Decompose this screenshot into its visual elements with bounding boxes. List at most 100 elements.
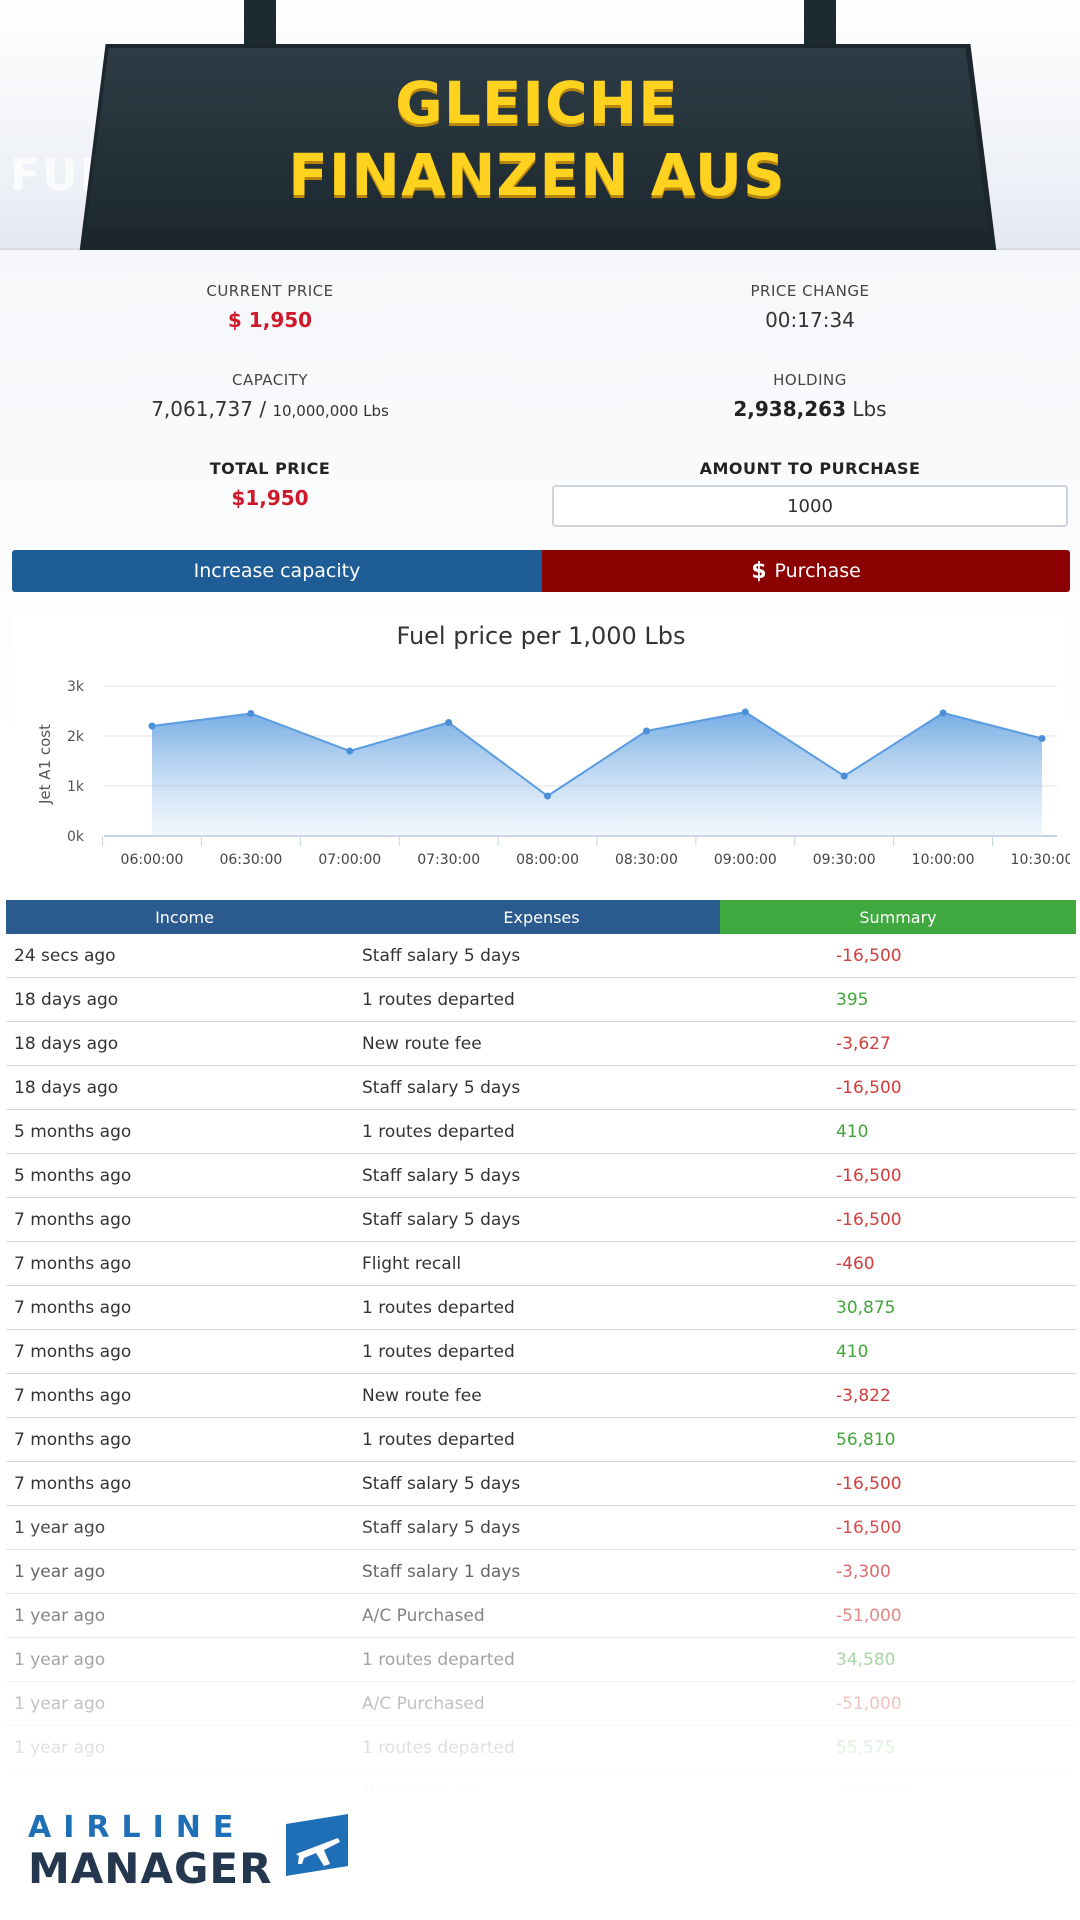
current-price-value: $ 1,950 <box>227 308 313 332</box>
chart-y-tick-label: 3k <box>67 679 85 695</box>
total-price-value: $1,950 <box>231 486 309 510</box>
airplane-icon <box>286 1814 348 1876</box>
chart-x-tick-label: 08:30:00 <box>615 852 678 868</box>
current-price-label: CURRENT PRICE <box>206 282 334 300</box>
purchase-label: Purchase <box>774 560 861 582</box>
amount-label: AMOUNT TO PURCHASE <box>699 459 921 478</box>
row-time: 24 secs ago <box>14 945 116 966</box>
row-time: 7 months ago <box>14 1209 132 1230</box>
row-time: 18 days ago <box>14 989 119 1010</box>
tab-income[interactable]: Income <box>6 900 363 934</box>
chart-y-tick-label: 0k <box>67 829 85 845</box>
row-time: 1 year ago <box>14 1605 106 1626</box>
chart-data-point[interactable] <box>642 727 650 735</box>
chart-data-point[interactable] <box>247 710 255 717</box>
row-time: 1 year ago <box>14 1649 106 1670</box>
tab-expenses[interactable]: Expenses <box>363 900 720 934</box>
table-row: 7 months ago 1 routes departed 410 <box>6 1330 1076 1374</box>
total-price-stat: TOTAL PRICE $1,950 <box>0 459 540 510</box>
total-price-label: TOTAL PRICE <box>209 459 331 478</box>
banner-sign: GLEICHE FINANZEN AUS <box>86 48 988 230</box>
logo-line-1: AIRLINE <box>28 1810 246 1845</box>
price-change-stat: PRICE CHANGE 00:17:34 <box>540 282 1080 332</box>
chart-x-tick-label: 06:30:00 <box>219 852 282 868</box>
row-amount: -16,500 <box>836 1209 902 1230</box>
chart-data-point[interactable] <box>741 708 749 716</box>
price-change-value: 00:17:34 <box>765 308 855 332</box>
finance-tabs: Income Expenses Summary <box>6 900 1076 934</box>
row-amount: 55,575 <box>836 1737 896 1758</box>
row-amount: -3,822 <box>836 1385 891 1406</box>
chart-x-tick-label: 08:00:00 <box>516 852 579 868</box>
row-description: Staff salary 1 days <box>362 1561 521 1582</box>
row-description: 1 routes departed <box>362 1341 515 1362</box>
capacity-value-wrap: 7,061,737 / 10,000,000 Lbs <box>0 397 540 421</box>
table-row: 7 months ago 1 routes departed 56,810 <box>6 1418 1076 1462</box>
row-amount: -16,500 <box>836 1473 902 1494</box>
table-row: 1 year ago 1 routes departed 34,580 <box>6 1638 1076 1682</box>
capacity-stat: CAPACITY 7,061,737 / 10,000,000 Lbs <box>0 371 540 421</box>
row-description: Staff salary 5 days <box>362 1077 521 1098</box>
amount-to-purchase-input[interactable] <box>552 485 1068 527</box>
row-time: 1 year ago <box>14 1737 106 1758</box>
chart-data-point[interactable] <box>148 722 156 730</box>
chart-title: Fuel price per 1,000 Lbs <box>396 622 686 650</box>
current-price-stat: CURRENT PRICE $ 1,950 <box>0 282 540 332</box>
table-row: 18 days ago New route fee -3,627 <box>6 1022 1076 1066</box>
row-description: 1 routes departed <box>362 1737 515 1758</box>
row-amount: -51,000 <box>836 1693 902 1714</box>
table-row: 1 year ago 1 routes departed 55,575 <box>6 1726 1076 1770</box>
chart-x-tick-label: 06:00:00 <box>121 852 184 868</box>
row-description: 1 routes departed <box>362 1649 515 1670</box>
capacity-label: CAPACITY <box>231 371 309 389</box>
chart-data-point[interactable] <box>346 747 354 755</box>
row-amount: -16,500 <box>836 1517 902 1538</box>
chart-line-series <box>151 710 1043 798</box>
row-amount: 395 <box>836 989 869 1010</box>
row-amount: 34,580 <box>836 1649 896 1670</box>
row-description: 1 routes departed <box>362 1429 515 1450</box>
table-row: 5 months ago Staff salary 5 days -16,500 <box>6 1154 1076 1198</box>
table-row: 7 months ago Staff salary 5 days -16,500 <box>6 1462 1076 1506</box>
chart-data-point[interactable] <box>1038 735 1046 742</box>
table-row: 18 days ago 1 routes departed 395 <box>6 978 1076 1022</box>
chart-x-tick-label: 10:00:00 <box>912 852 975 868</box>
holding-label: HOLDING <box>773 371 847 389</box>
capacity-value: 7,061,737 / <box>151 397 267 421</box>
chart-x-tick-label: 07:00:00 <box>318 852 381 868</box>
table-row: 7 months ago New route fee -3,822 <box>6 1374 1076 1418</box>
row-description: Staff salary 5 days <box>362 1165 521 1186</box>
row-amount: -3,300 <box>836 1561 891 1582</box>
capacity-max: 10,000,000 Lbs <box>272 402 389 420</box>
row-description: New route fee <box>362 1385 482 1406</box>
row-description: 1 routes departed <box>362 989 515 1010</box>
chart-data-point[interactable] <box>939 709 947 717</box>
increase-capacity-button[interactable]: Increase capacity <box>12 550 542 592</box>
holding-stat: HOLDING 2,938,263 Lbs <box>540 371 1080 421</box>
chart-data-point[interactable] <box>445 719 453 726</box>
table-row: 1 year ago Staff salary 5 days -16,500 <box>6 1506 1076 1550</box>
airline-manager-logo: AIRLINE MANAGER <box>28 1810 368 1893</box>
row-description: A/C Purchased <box>362 1693 485 1714</box>
chart-data-point[interactable] <box>840 772 848 780</box>
row-time: 1 year ago <box>14 1693 106 1714</box>
row-description: Staff salary 5 days <box>362 945 521 966</box>
chart-data-point[interactable] <box>544 792 552 800</box>
row-description: New route fee <box>362 1781 482 1802</box>
row-amount: -16,500 <box>836 945 902 966</box>
chart-y-tick-label: 1k <box>67 779 85 795</box>
chart-x-tick-label: 07:30:00 <box>417 852 480 868</box>
purchase-button[interactable]: $ Purchase <box>542 550 1070 592</box>
table-row: 7 months ago Flight recall -460 <box>6 1242 1076 1286</box>
chart-area-series <box>152 712 1042 836</box>
row-time: 1 year ago <box>14 1561 106 1582</box>
tab-summary[interactable]: Summary <box>720 900 1076 934</box>
transactions-table: 24 secs ago Staff salary 5 days -16,500 18 … <box>6 934 1076 1814</box>
row-amount: -3,627 <box>836 1033 891 1054</box>
row-amount: 410 <box>836 1121 869 1142</box>
row-time: 7 months ago <box>14 1341 132 1362</box>
row-time: 5 months ago <box>14 1121 132 1142</box>
logo-line-2: MANAGER <box>28 1844 273 1893</box>
row-amount: -16,500 <box>836 1165 902 1186</box>
table-row: 5 months ago 1 routes departed 410 <box>6 1110 1076 1154</box>
